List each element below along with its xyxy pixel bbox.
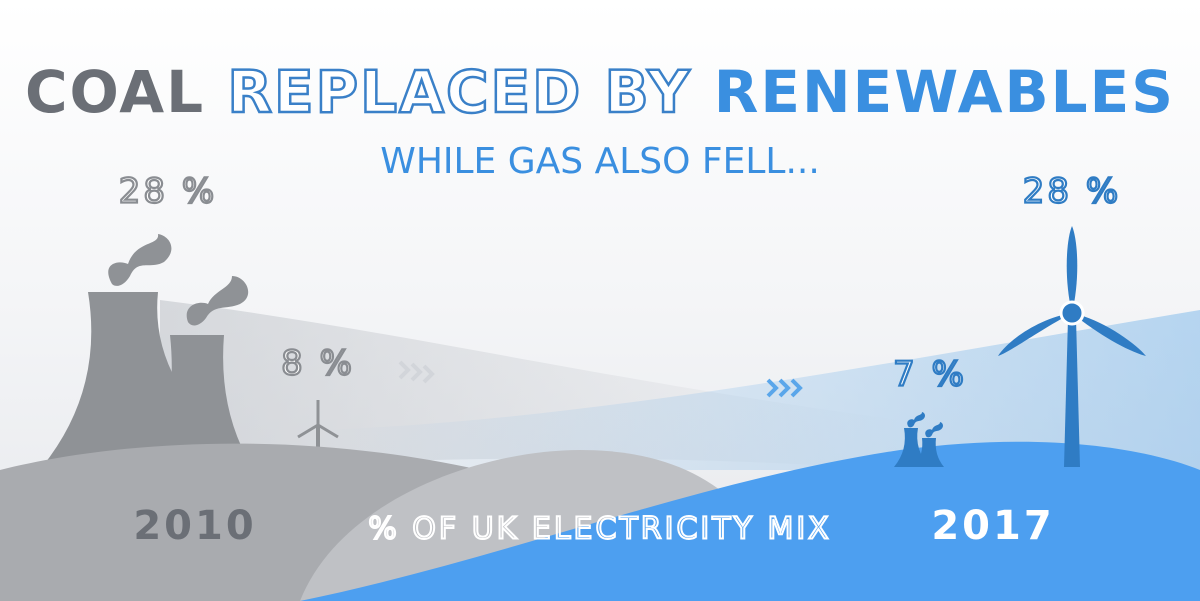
year-2010: 2010 [133, 503, 256, 549]
renewables-2010-label: 8 % [281, 344, 355, 384]
renewables-2017-label: 28 % [1023, 172, 1121, 212]
title: COAL REPLACED BY RENEWABLES [25, 58, 1175, 126]
coal-plant-2017 [894, 412, 944, 467]
coal-2017-label: 7 % [893, 355, 967, 395]
footer-caption: % OF UK ELECTRICITY MIX [368, 512, 831, 547]
turbine-2010 [297, 400, 339, 468]
title-middle: REPLACED BY [227, 58, 691, 126]
title-renewables: RENEWABLES [714, 58, 1175, 126]
hill-right [300, 441, 1200, 601]
title-coal: COAL [25, 58, 205, 126]
year-2017: 2017 [931, 503, 1054, 549]
turbine-2017 [998, 226, 1146, 467]
arrow-right [766, 378, 803, 398]
subtitle: WHILE GAS ALSO FELL... [380, 141, 820, 182]
coal-plant-2010 [42, 234, 260, 467]
arrow-left [398, 360, 435, 384]
coal-2010-label: 28 % [119, 172, 217, 212]
renewables-flow-band [320, 310, 1200, 470]
